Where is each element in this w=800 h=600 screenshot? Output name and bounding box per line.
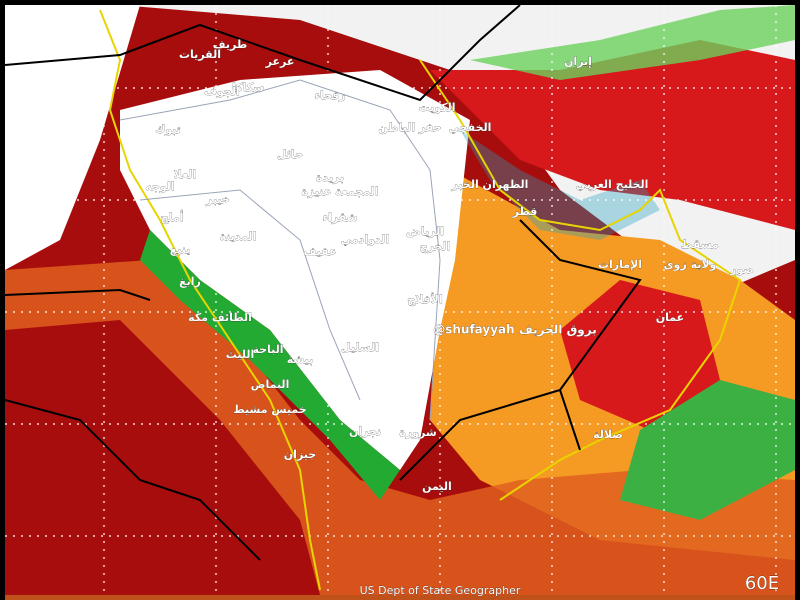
place-label: العلا xyxy=(174,168,196,181)
place-label: الخفجي xyxy=(449,121,492,134)
credit: US Dept of State Geographer xyxy=(360,584,521,597)
place-label: المدينة xyxy=(220,230,257,243)
place-label: الرياض xyxy=(406,225,444,238)
place-label: صلالة xyxy=(593,428,623,441)
place-label: الأفلاج xyxy=(407,292,442,307)
watermark: @shufayyah بروق الخريف xyxy=(433,323,597,338)
place-labels: إيران الكويت الخفجي حفر الباطن رفحاء عرعر طريف… xyxy=(145,38,754,493)
border-ethiopia xyxy=(4,399,261,561)
place-label: الليث xyxy=(226,348,255,361)
storm-iran xyxy=(430,40,795,230)
coastline-east xyxy=(419,59,742,501)
border-north xyxy=(4,4,521,102)
place-label: صور xyxy=(729,263,754,276)
place-label: رابغ xyxy=(179,275,201,288)
place-label: تبوك xyxy=(155,123,181,136)
border-saudi-south xyxy=(399,219,642,481)
place-label: السليل xyxy=(341,341,379,354)
rain-band-west xyxy=(140,230,400,500)
place-label: قطر xyxy=(512,205,538,218)
place-label: النماص xyxy=(251,378,290,391)
place-label: ولاية زوى xyxy=(664,258,717,271)
rain-band-iran xyxy=(470,5,795,80)
borders xyxy=(4,4,742,591)
place-label: نجران xyxy=(349,425,381,438)
place-label: الظهران الخبر xyxy=(451,178,529,191)
place-label: شرورة xyxy=(399,426,436,439)
storm-red-sea xyxy=(5,320,320,595)
place-label: خميس مشيط xyxy=(233,403,306,416)
place-label: مسقط xyxy=(681,238,719,251)
place-label: حفر الباطن xyxy=(378,121,441,134)
place-label: طريف xyxy=(213,38,247,51)
place-label: حائل xyxy=(277,148,303,161)
place-label: الطائف مكة xyxy=(188,311,252,324)
place-label: خيبر xyxy=(205,193,230,206)
place-label: إيران xyxy=(564,55,592,68)
place-label: عرعر xyxy=(265,55,295,68)
gulf-water xyxy=(460,130,660,240)
place-label: ينبع xyxy=(170,243,191,256)
place-label: عمان xyxy=(656,311,684,324)
place-label: الباحة xyxy=(252,343,283,356)
place-label: عفيف xyxy=(303,245,336,258)
place-label: رفحاء xyxy=(314,89,345,102)
place-label: الجوف xyxy=(204,85,240,98)
place-label: الخرج xyxy=(420,240,451,254)
place-label: الكويت xyxy=(419,101,456,114)
place-label: أملج xyxy=(161,210,184,224)
place-label: القريات xyxy=(179,48,221,61)
place-label: المجمعة عنيزة xyxy=(301,185,378,198)
dry-interior xyxy=(120,70,470,470)
place-label: الوجه xyxy=(145,180,174,193)
place-label: الإمارات xyxy=(598,258,642,271)
map-area xyxy=(5,5,795,600)
border-yemen-oman xyxy=(559,389,581,451)
province-borders xyxy=(119,79,441,421)
longitude-label: 60E xyxy=(745,573,779,594)
place-label: الدوادمي xyxy=(341,233,389,246)
place-label: بيشة xyxy=(287,353,314,366)
coastline-red-sea xyxy=(99,9,321,591)
border-egypt-sudan xyxy=(4,288,151,301)
place-label: شقراء xyxy=(323,211,358,224)
storm-oman xyxy=(560,280,720,430)
place-label: جيزان xyxy=(284,448,316,461)
place-label: اليمن xyxy=(422,480,452,493)
place-label: بريدة xyxy=(316,171,344,184)
place-label: سكاكا xyxy=(232,81,264,94)
place-label: الخليج العربي xyxy=(576,178,649,191)
land-west xyxy=(5,5,140,270)
